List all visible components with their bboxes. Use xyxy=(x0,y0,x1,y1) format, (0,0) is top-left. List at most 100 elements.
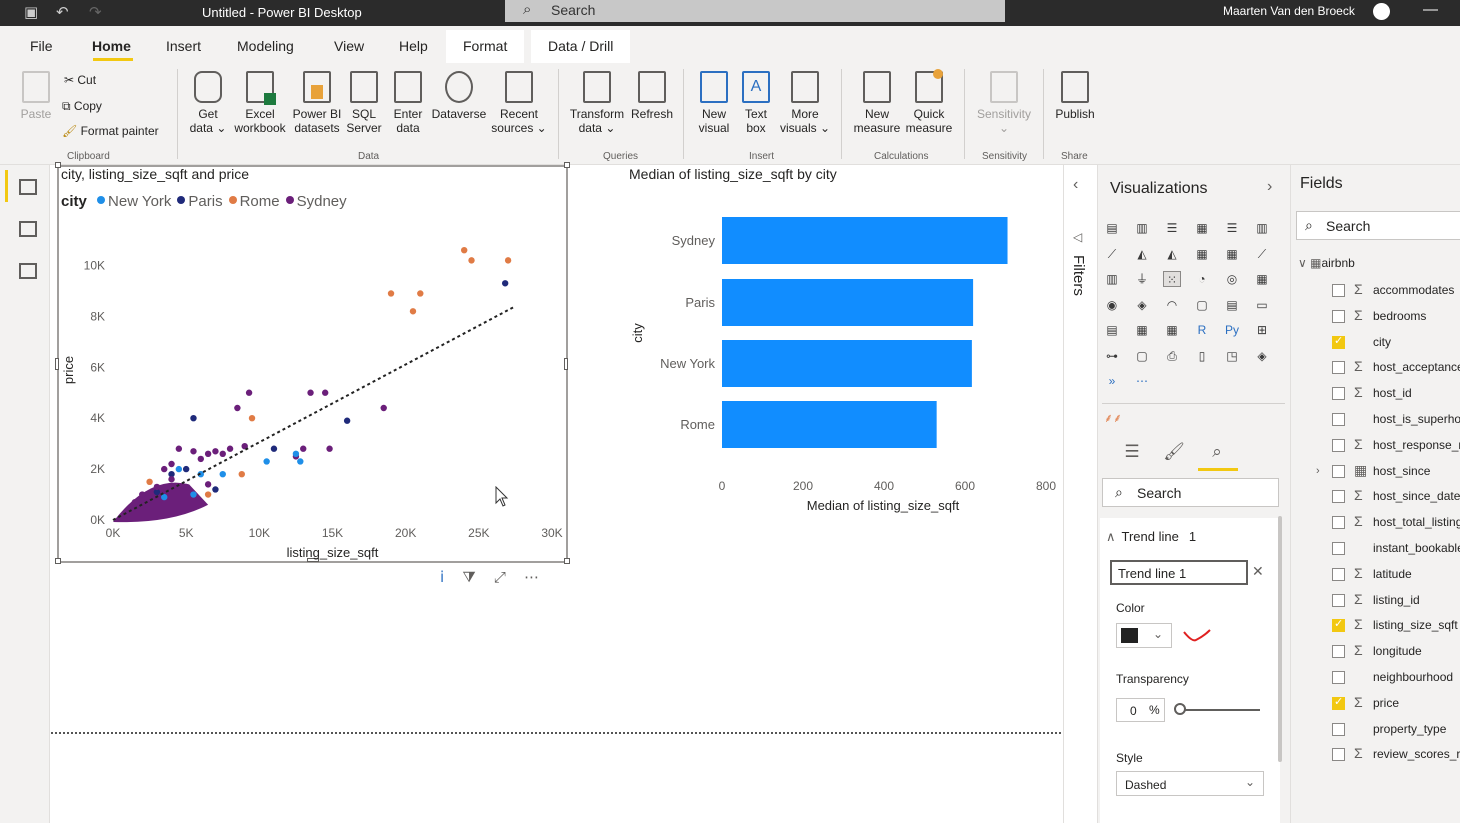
analytics-magnifier-icon[interactable]: ⌕ xyxy=(1212,442,1222,461)
style-dropdown[interactable]: Dashed ⌄ xyxy=(1116,771,1264,796)
scatter-point[interactable] xyxy=(417,290,424,297)
scatter-point[interactable] xyxy=(146,478,153,486)
scatter-point[interactable] xyxy=(204,450,212,458)
minimize-icon[interactable]: — xyxy=(1423,1,1438,18)
transparency-slider-track[interactable] xyxy=(1180,709,1260,711)
stacked-column-chart-icon[interactable]: ▥ xyxy=(1136,221,1148,235)
gauge-chart-icon[interactable]: ◠ xyxy=(1166,297,1178,312)
treemap-chart-icon[interactable]: ▦ xyxy=(1256,272,1268,286)
scatter-point[interactable] xyxy=(175,445,183,452)
field-checkbox[interactable] xyxy=(1332,722,1345,736)
scatter-point[interactable] xyxy=(241,442,248,450)
chevron-left-icon[interactable]: ‹ xyxy=(1073,176,1079,193)
table-visual-icon[interactable]: ▦ xyxy=(1136,323,1148,337)
analytics-search-input[interactable]: ⌕ Search xyxy=(1102,478,1279,507)
excel-workbook-button[interactable]: Excel workbook xyxy=(230,71,290,135)
scatter-point[interactable] xyxy=(321,389,329,396)
qa-visual-icon[interactable]: ▢ xyxy=(1136,348,1148,363)
scatter-point[interactable] xyxy=(212,486,219,493)
format-paintbrush-icon[interactable]: 🖌 xyxy=(1163,442,1185,461)
scatter-point[interactable] xyxy=(139,491,146,498)
scatter-point[interactable] xyxy=(380,404,387,412)
tab-data-drill[interactable]: Data / Drill xyxy=(531,30,631,63)
field-checkbox[interactable] xyxy=(1332,309,1345,323)
copy-button[interactable]: ⧉ Copy xyxy=(62,99,102,114)
resize-handle[interactable] xyxy=(55,358,59,370)
focus-mode-icon[interactable]: ⤢ xyxy=(493,569,506,586)
scatter-point[interactable] xyxy=(292,450,300,458)
stacked-bar-chart-icon[interactable]: ▤ xyxy=(1106,221,1118,235)
report-view-icon[interactable] xyxy=(19,179,37,195)
power-apps-visual-icon[interactable]: ◳ xyxy=(1226,348,1238,363)
data-view-icon[interactable] xyxy=(19,221,37,237)
donut-chart-icon[interactable]: ◎ xyxy=(1226,272,1238,286)
bar-new-york[interactable] xyxy=(722,340,972,387)
scatter-point[interactable] xyxy=(175,465,183,473)
build-visual-icon[interactable]: ⸙⸙ xyxy=(1104,411,1123,425)
transparency-input[interactable]: 0 xyxy=(1116,698,1165,722)
field-checkbox[interactable] xyxy=(1332,695,1345,710)
field-checkbox[interactable] xyxy=(1332,438,1345,452)
field-checkbox[interactable] xyxy=(1332,645,1345,659)
field-checkbox[interactable] xyxy=(1332,516,1345,530)
more-visuals-button[interactable]: More visuals ⌄ xyxy=(778,71,832,135)
map-chart-icon[interactable]: ◉ xyxy=(1106,297,1118,312)
bar-paris[interactable] xyxy=(722,279,974,326)
narrative-visual-icon[interactable]: ⎙ xyxy=(1167,348,1177,363)
scatter-point[interactable] xyxy=(153,483,161,491)
100-column-chart-icon[interactable]: ▥ xyxy=(1256,221,1268,235)
scatter-point[interactable] xyxy=(461,246,468,254)
line-chart-icon[interactable]: ⟋ xyxy=(1107,246,1117,261)
new-measure-button[interactable]: New measure xyxy=(850,71,904,135)
fields-search-input[interactable]: ⌕ Search xyxy=(1296,211,1460,240)
pane-scrollbar[interactable] xyxy=(1278,516,1282,762)
scatter-point[interactable] xyxy=(297,458,304,465)
scatter-point[interactable] xyxy=(168,470,175,478)
python-visual-icon[interactable]: Py xyxy=(1224,323,1239,337)
ribbon-chart-icon[interactable]: ⟋ xyxy=(1257,246,1267,261)
scatter-point[interactable] xyxy=(501,280,509,287)
resize-handle[interactable] xyxy=(564,358,568,370)
smart-narrative-visual-icon[interactable]: » xyxy=(1108,374,1116,388)
legend-item-paris[interactable]: Paris xyxy=(177,193,223,210)
scatter-point[interactable] xyxy=(190,448,197,455)
field-checkbox[interactable] xyxy=(1332,464,1345,478)
scatter-point[interactable] xyxy=(197,455,204,463)
transform-data-button[interactable]: Transform data ⌄ xyxy=(566,71,628,135)
scatter-point[interactable] xyxy=(190,414,197,422)
clustered-bar-chart-icon[interactable]: ☰ xyxy=(1166,221,1178,235)
scatter-point[interactable] xyxy=(212,448,219,455)
scatter-chart-icon[interactable]: ⁙ xyxy=(1163,271,1181,287)
field-checkbox[interactable] xyxy=(1332,748,1345,762)
format-painter-button[interactable]: 🖌 Format painter xyxy=(62,124,159,138)
field-checkbox[interactable] xyxy=(1332,593,1345,607)
scatter-point[interactable] xyxy=(182,483,190,491)
pie-chart-icon[interactable]: ◔ xyxy=(1198,272,1206,286)
bar-sydney[interactable] xyxy=(722,217,1008,264)
100-bar-chart-icon[interactable]: ☰ xyxy=(1226,221,1238,235)
scatter-point[interactable] xyxy=(226,445,234,452)
power-automate-visual-icon[interactable]: ◈ xyxy=(1257,348,1267,363)
get-data-button[interactable]: Get data ⌄ xyxy=(186,71,230,135)
cut-button[interactable]: ✂ Cut xyxy=(64,73,96,87)
multi-row-card-icon[interactable]: ▤ xyxy=(1226,297,1238,312)
r-script-visual-icon[interactable]: R xyxy=(1197,323,1207,337)
key-influencers-visual-icon[interactable]: ⊞ xyxy=(1256,323,1268,337)
chevron-right-icon[interactable]: › xyxy=(1316,464,1320,477)
resize-handle[interactable] xyxy=(55,558,61,564)
scatter-point[interactable] xyxy=(219,450,226,458)
scatter-point[interactable] xyxy=(343,417,351,424)
card-visual-icon[interactable]: ▢ xyxy=(1196,297,1208,312)
field-checkbox[interactable] xyxy=(1332,617,1345,633)
scatter-point[interactable] xyxy=(504,257,512,264)
more-visuals-icon[interactable]: ⋯ xyxy=(1136,374,1148,388)
field-checkbox[interactable] xyxy=(1332,567,1345,581)
line-column-chart-icon[interactable]: ▦ xyxy=(1196,246,1208,261)
scatter-point[interactable] xyxy=(168,460,175,468)
waterfall-chart-icon[interactable]: ▥ xyxy=(1106,272,1118,286)
tab-format[interactable]: Format xyxy=(446,30,525,63)
scatter-point[interactable] xyxy=(131,498,139,506)
scatter-point[interactable] xyxy=(468,257,475,264)
resize-handle[interactable] xyxy=(307,558,319,562)
transparency-slider-thumb[interactable] xyxy=(1174,703,1186,715)
